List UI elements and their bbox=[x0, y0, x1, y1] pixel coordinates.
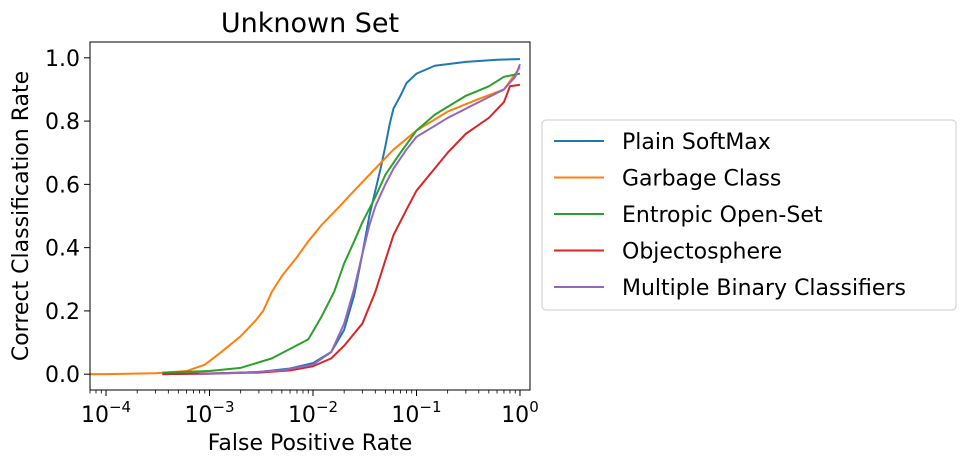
y-tick-label-4: 0.6 bbox=[45, 173, 80, 198]
chart-title: Unknown Set bbox=[221, 8, 399, 39]
x-tick-label-4: 10−1 bbox=[391, 398, 441, 428]
series-line-4 bbox=[162, 83, 521, 376]
legend: Plain SoftMax Garbage Class Entropic Open-… bbox=[541, 119, 957, 311]
legend-label-4: Objectosphere bbox=[622, 240, 782, 265]
legend-frame bbox=[541, 119, 957, 311]
x-tick-label-3: 10−2 bbox=[288, 398, 338, 428]
y-axis-label: Correct Classification Rate bbox=[9, 71, 34, 361]
y-tick-label-5: 0.8 bbox=[45, 110, 80, 135]
legend-label-5: Multiple Binary Classifiers bbox=[622, 276, 906, 301]
x-tick-label-5: 100 bbox=[501, 398, 539, 428]
series-line-1 bbox=[162, 58, 520, 376]
series-layer bbox=[90, 58, 521, 376]
legend-label-3: Entropic Open-Set bbox=[622, 203, 823, 228]
y-tick-label-6: 1.0 bbox=[45, 47, 80, 72]
series-line-5 bbox=[199, 63, 521, 376]
y-tick-label-1: 0.0 bbox=[45, 363, 80, 388]
legend-label-2: Garbage Class bbox=[622, 167, 781, 192]
axes-frame bbox=[89, 41, 531, 391]
x-axis-label: False Positive Rate bbox=[208, 431, 412, 456]
series-line-2 bbox=[90, 66, 521, 376]
x-tick-label-2: 10−3 bbox=[184, 398, 234, 428]
y-tick-label-2: 0.2 bbox=[45, 300, 80, 325]
y-tick-label-3: 0.4 bbox=[45, 237, 80, 262]
legend-label-1: Plain SoftMax bbox=[622, 130, 771, 155]
ticks-layer: 10−4 10−3 10−2 10−1 100 0.0 0.2 0.4 0.6 0.8 1.0 bbox=[45, 47, 539, 428]
x-tick-label-1: 10−4 bbox=[81, 398, 131, 428]
series-line-3 bbox=[162, 72, 521, 374]
